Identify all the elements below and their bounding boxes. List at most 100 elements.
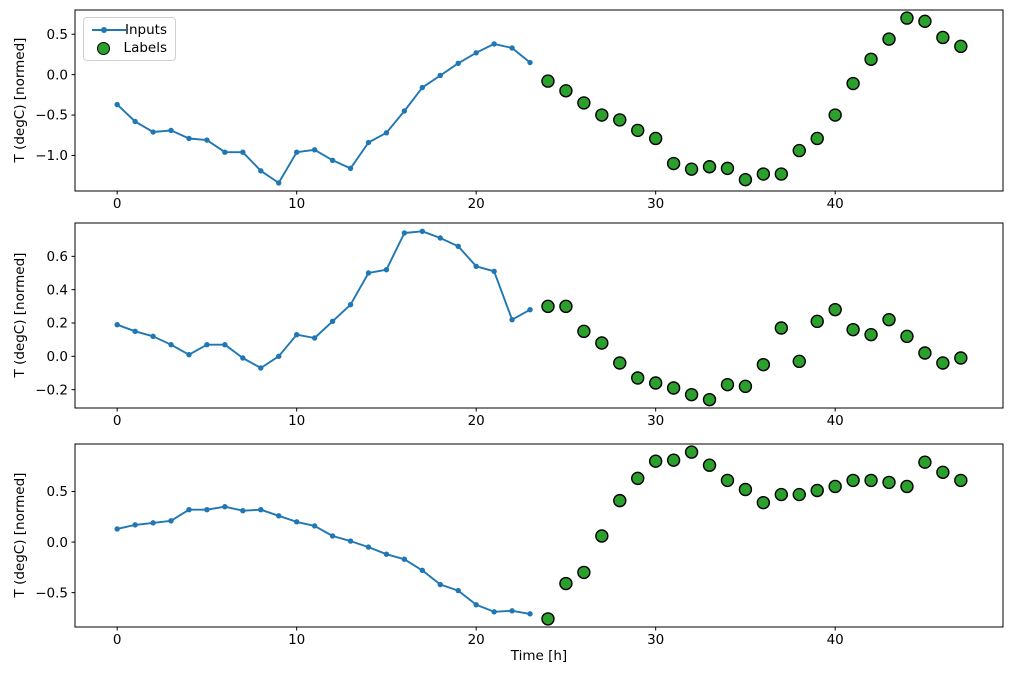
- plot-frame: [74, 9, 1004, 192]
- y-tick-label: 0.0: [47, 67, 68, 83]
- x-tick-label: 20: [468, 632, 485, 648]
- inputs-point: [401, 556, 408, 562]
- inputs-point: [437, 235, 443, 241]
- labels-point: [666, 156, 681, 171]
- inputs-point: [132, 522, 138, 528]
- y-tick-label: −0.5: [35, 585, 68, 601]
- inputs-point: [276, 180, 282, 186]
- labels-point: [864, 52, 878, 66]
- inputs-point: [491, 41, 497, 47]
- labels-point: [631, 471, 645, 486]
- labels-point: [918, 346, 932, 360]
- inputs-point: [204, 341, 210, 348]
- labels-point: [828, 302, 842, 317]
- inputs-point: [150, 520, 156, 526]
- labels-point: [738, 172, 753, 187]
- inputs-point: [311, 335, 318, 341]
- inputs-point: [329, 318, 336, 325]
- x-tick-label: 20: [468, 196, 485, 212]
- y-axis-label-top: T (degC) [normed]: [12, 37, 28, 163]
- inputs-point: [329, 533, 336, 539]
- x-tick-label: 40: [827, 196, 844, 212]
- inputs-point: [383, 130, 390, 136]
- inputs-point: [240, 508, 246, 514]
- labels-point: [774, 487, 789, 502]
- labels-point: [846, 76, 860, 91]
- labels-point: [666, 381, 681, 395]
- inputs-point: [527, 611, 533, 617]
- inputs-point: [527, 59, 533, 66]
- inputs-point: [132, 118, 138, 125]
- x-tick-label: 10: [288, 196, 305, 212]
- inputs-point: [455, 60, 461, 67]
- labels-point: [918, 14, 932, 29]
- inputs-point: [419, 228, 426, 235]
- legend-item-inputs: Inputs: [92, 22, 167, 38]
- labels-point: [936, 30, 950, 45]
- labels-point: [900, 479, 914, 494]
- labels-point: [541, 299, 555, 314]
- inputs-point: [168, 127, 174, 134]
- labels-point: [720, 161, 735, 176]
- legend-label-inputs: Inputs: [125, 22, 167, 38]
- labels-point: [702, 458, 717, 472]
- x-tick-label: 0: [113, 413, 122, 429]
- labels-point: [864, 327, 878, 342]
- inputs-dot-icon: [101, 27, 107, 33]
- labels-point: [631, 371, 645, 385]
- x-tick-label: 0: [113, 632, 122, 648]
- labels-point: [954, 351, 968, 365]
- y-tick-label: 0.0: [47, 349, 68, 365]
- x-tick-label: 20: [468, 413, 485, 429]
- y-tick-label: 0.6: [47, 249, 68, 265]
- inputs-point: [204, 137, 210, 143]
- labels-point: [577, 324, 591, 339]
- inputs-point: [276, 353, 282, 360]
- inputs-point: [455, 243, 461, 250]
- inputs-point: [258, 365, 264, 371]
- x-tick-label: 40: [827, 413, 844, 429]
- x-tick-label: 30: [647, 632, 664, 648]
- inputs-point: [365, 139, 372, 146]
- inputs-point: [473, 602, 479, 608]
- y-tick-label: 0.5: [47, 27, 68, 43]
- labels-point: [882, 312, 896, 327]
- inputs-point: [204, 507, 210, 513]
- labels-point: [828, 479, 842, 494]
- labels-point: [954, 473, 968, 488]
- inputs-line: [116, 230, 531, 369]
- labels-point: [882, 475, 896, 490]
- inputs-point: [383, 551, 390, 557]
- inputs-point: [455, 587, 461, 594]
- labels-point: [613, 493, 627, 508]
- labels-point: [648, 454, 663, 468]
- labels-point: [936, 465, 950, 480]
- labels-point: [595, 108, 609, 122]
- labels-point: [810, 483, 824, 498]
- inputs-point: [168, 518, 174, 524]
- labels-point: [738, 482, 753, 497]
- labels-point: [613, 356, 627, 370]
- inputs-point: [473, 50, 479, 56]
- inputs-point: [186, 507, 192, 513]
- inputs-point: [222, 149, 228, 155]
- y-tick-label: 0.0: [47, 535, 68, 551]
- labels-point: [702, 160, 717, 174]
- inputs-point: [150, 129, 156, 135]
- inputs-point: [509, 45, 515, 51]
- inputs-line-icon: [92, 29, 126, 31]
- labels-point: [846, 473, 860, 488]
- inputs-line: [116, 42, 531, 184]
- labels-point: [613, 113, 627, 127]
- inputs-point: [311, 523, 318, 529]
- x-tick-label: 30: [647, 196, 664, 212]
- labels-point: [774, 167, 789, 181]
- inputs-point: [276, 513, 282, 519]
- labels-point: [936, 356, 950, 370]
- labels-point: [577, 565, 591, 580]
- labels-point: [720, 377, 735, 392]
- inputs-point: [491, 268, 497, 275]
- labels-point: [595, 336, 609, 350]
